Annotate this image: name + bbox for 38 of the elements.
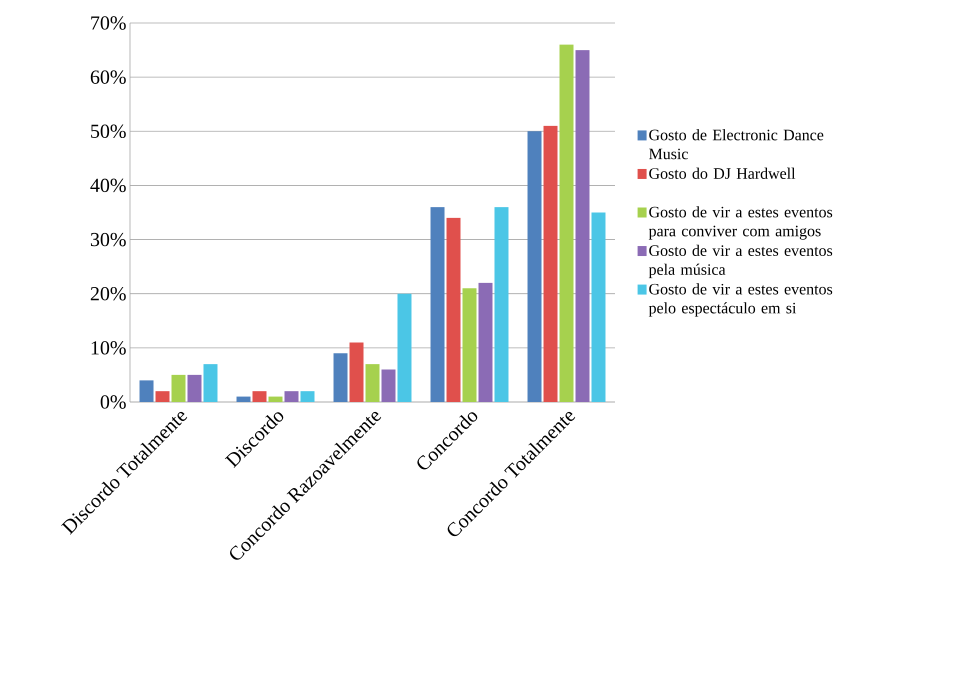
y-tick-label: 50% (91, 124, 126, 138)
bar (236, 396, 251, 402)
y-tick-label: 20% (90, 286, 126, 300)
bar (252, 391, 267, 402)
legend-label: Gosto de vir a estes eventos pelo espectáculo em si (648, 283, 832, 317)
bar (156, 391, 170, 402)
bar (172, 374, 186, 402)
bar (397, 294, 412, 402)
bar (544, 126, 558, 402)
bar (591, 212, 606, 402)
legend-label: Gosto de vir a estes eventos pela música (648, 244, 832, 278)
bar (203, 364, 218, 402)
bar (268, 396, 283, 402)
bar (381, 370, 396, 402)
bar (140, 380, 154, 402)
legend-label: Gosto do DJ Hardwell (649, 168, 796, 179)
bar (478, 282, 492, 402)
bar (300, 391, 314, 402)
y-tick-label: 10% (92, 341, 126, 355)
bar (334, 353, 348, 402)
y-tick-label: 70% (91, 16, 126, 30)
bar (494, 207, 508, 402)
bar (528, 131, 542, 402)
legend-label: Gosto de vir a estes eventos para conviver com amigos (648, 206, 832, 240)
y-tick-label: 60% (90, 70, 126, 84)
bar (430, 207, 445, 402)
bar (284, 391, 298, 402)
y-tick-label: 30% (90, 232, 126, 246)
bar (560, 44, 574, 402)
bar (446, 218, 461, 402)
bar (575, 50, 590, 402)
y-tick-label: 0% (100, 395, 126, 409)
bar (462, 288, 477, 402)
legend-label: Gosto de Electronic Dance Music (649, 129, 824, 160)
bar (187, 374, 202, 402)
bar (366, 364, 380, 402)
bar (350, 342, 364, 402)
y-tick-label: 40% (90, 178, 126, 192)
